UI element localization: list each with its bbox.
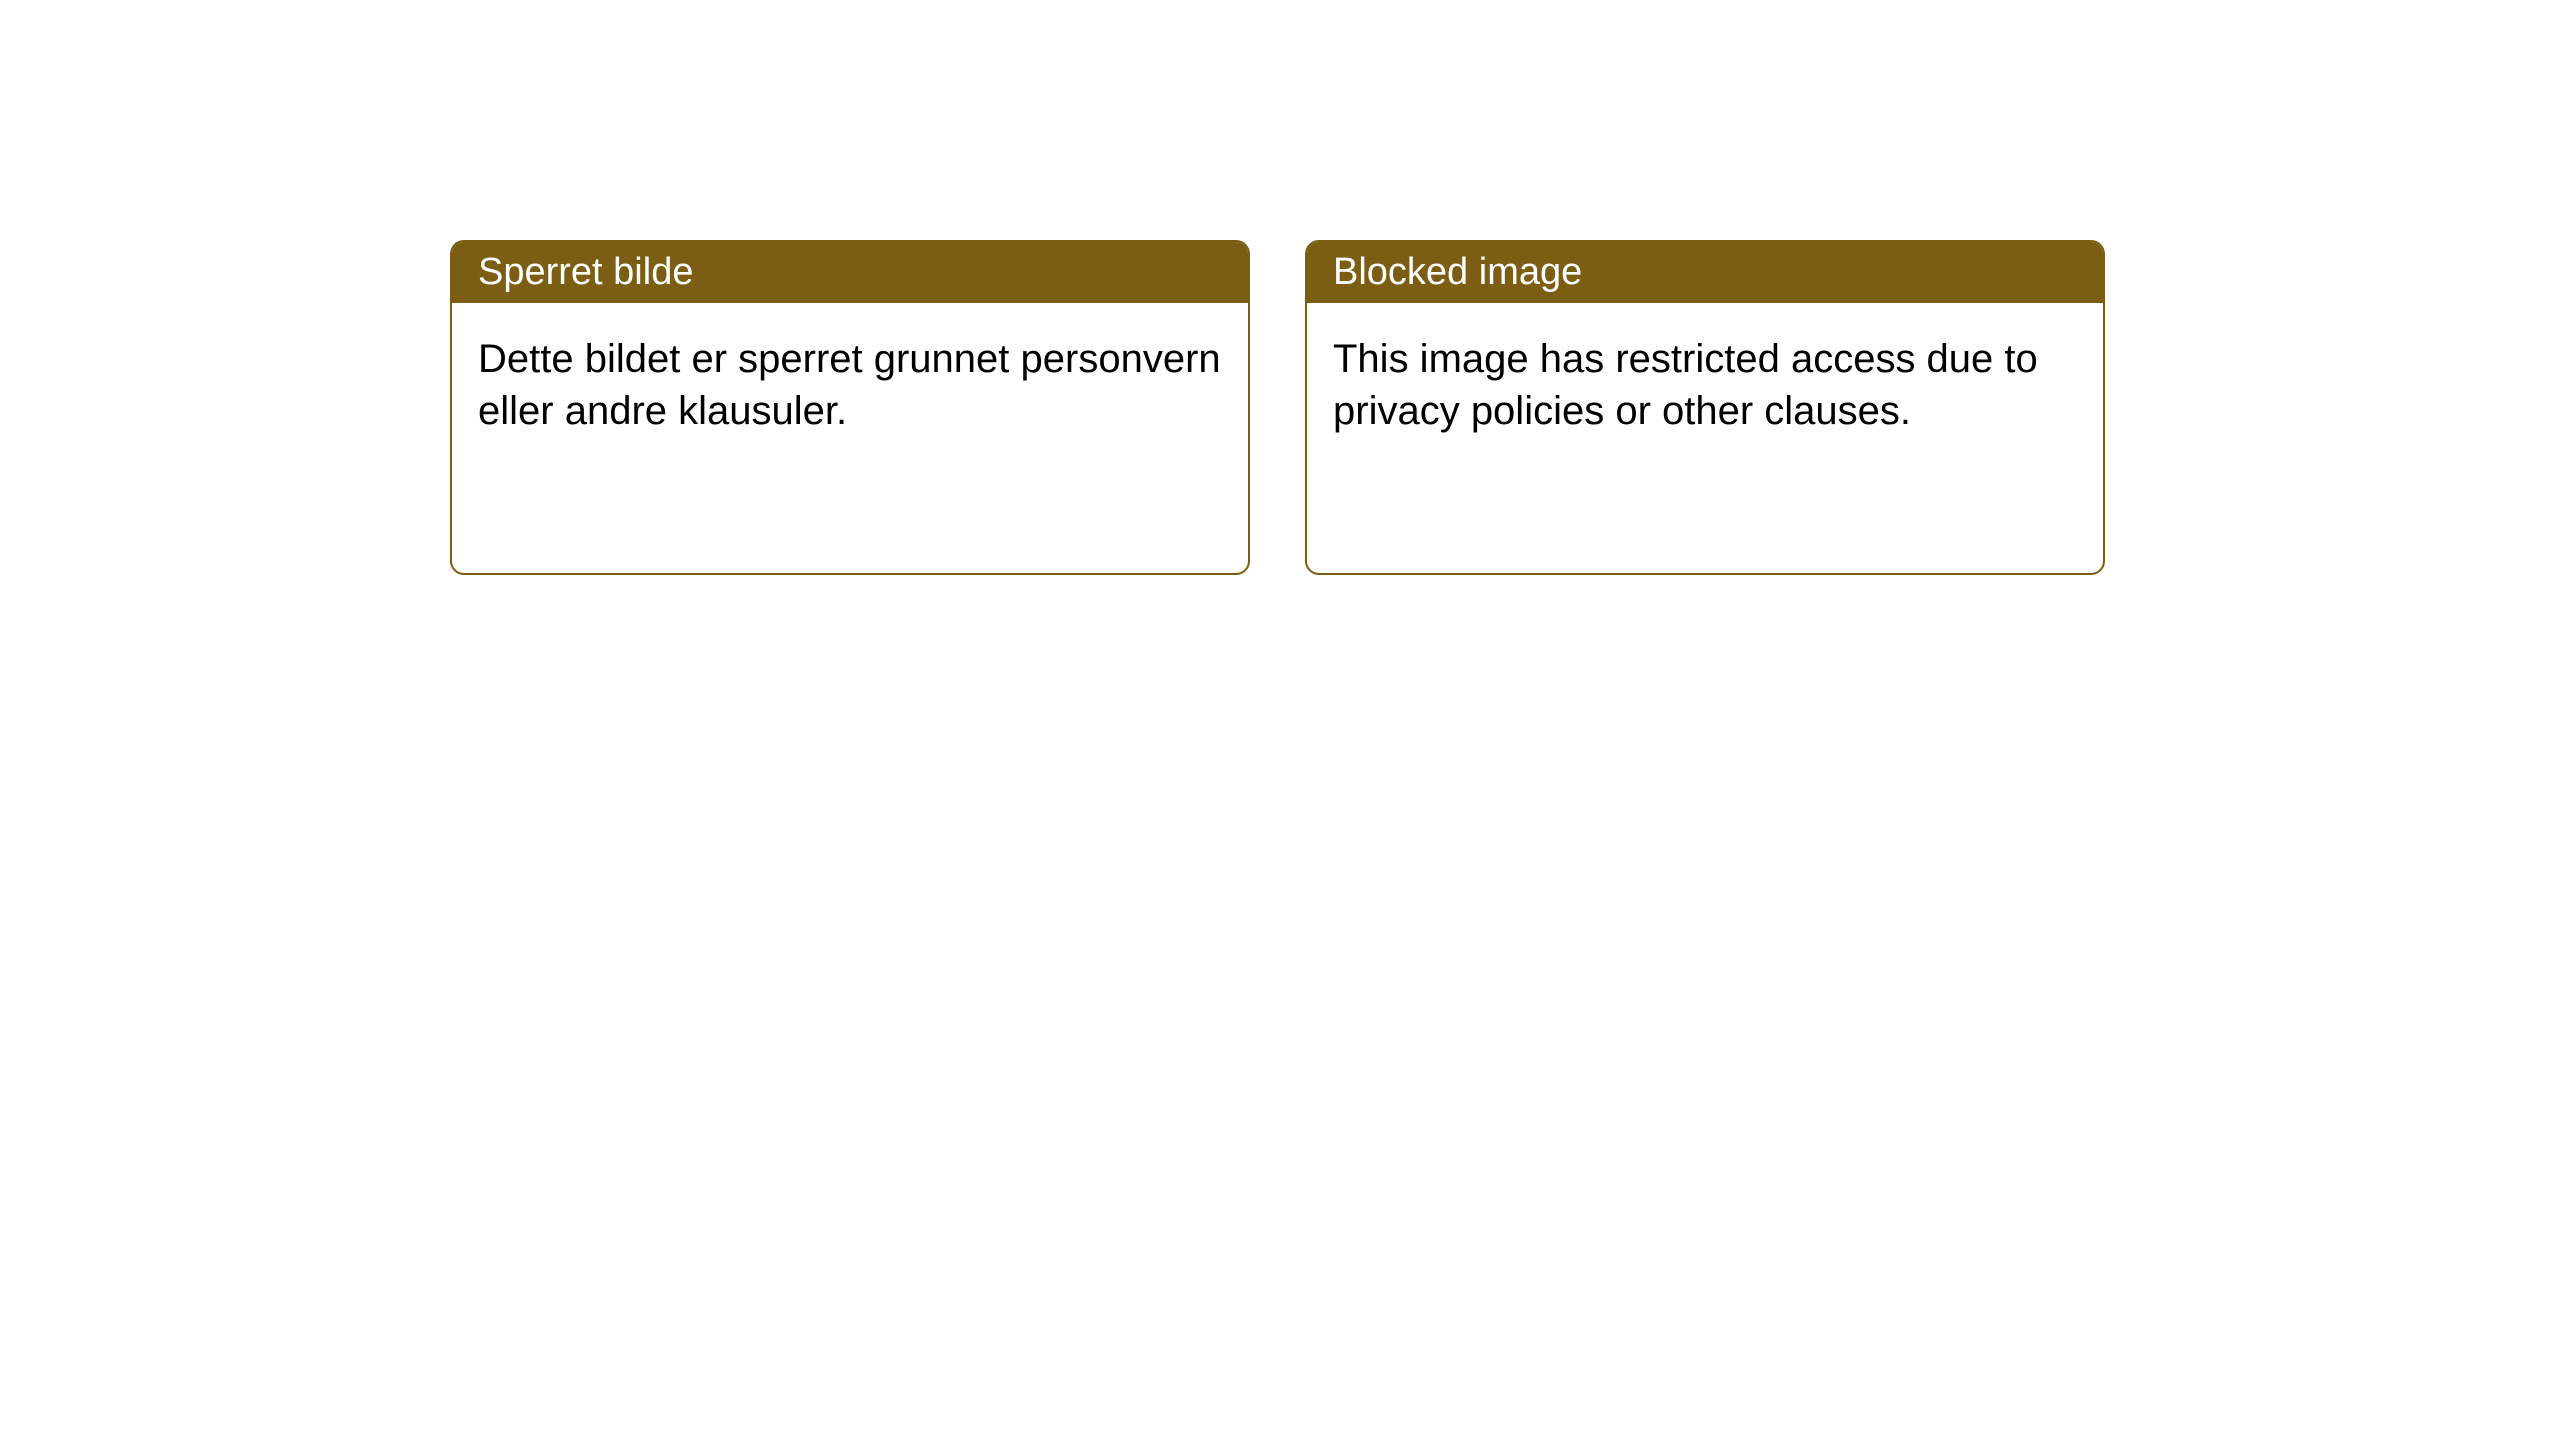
notice-title: Blocked image xyxy=(1307,242,2103,303)
notice-body: This image has restricted access due to … xyxy=(1307,303,2103,467)
notice-body: Dette bildet er sperret grunnet personve… xyxy=(452,303,1248,467)
notice-card-norwegian: Sperret bilde Dette bildet er sperret gr… xyxy=(450,240,1250,575)
notice-title: Sperret bilde xyxy=(452,242,1248,303)
notice-container: Sperret bilde Dette bildet er sperret gr… xyxy=(0,0,2560,575)
notice-card-english: Blocked image This image has restricted … xyxy=(1305,240,2105,575)
